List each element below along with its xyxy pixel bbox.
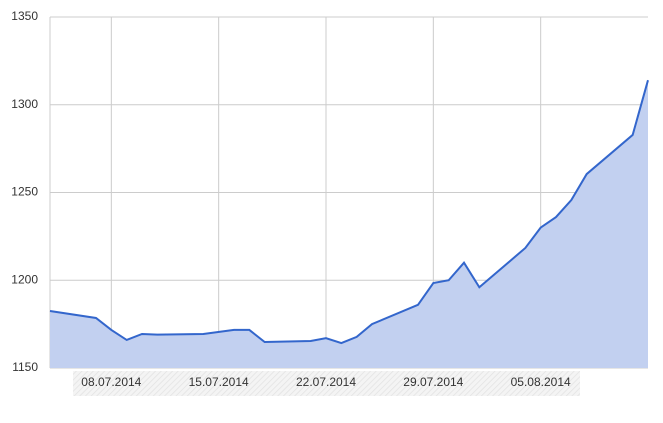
y-tick-label: 1250 [11, 185, 38, 199]
y-tick-label: 1150 [12, 360, 38, 374]
plot: 1150 1200 1250 1300 1350 08.07.2014 15.07.2014… [11, 9, 649, 389]
axis-band [73, 371, 580, 396]
x-tick-label: 15.07.2014 [189, 375, 249, 389]
x-tick-label: 22.07.2014 [296, 375, 356, 389]
y-tick-label: 1350 [11, 9, 38, 23]
x-tick-label: 05.08.2014 [511, 375, 571, 389]
x-tick-label: 29.07.2014 [403, 375, 463, 389]
y-tick-label: 1200 [11, 272, 38, 286]
line [49, 79, 649, 345]
y-tick-label: 1300 [11, 97, 38, 111]
area-fill [50, 80, 648, 369]
x-tick-label: 08.07.2014 [81, 375, 141, 389]
